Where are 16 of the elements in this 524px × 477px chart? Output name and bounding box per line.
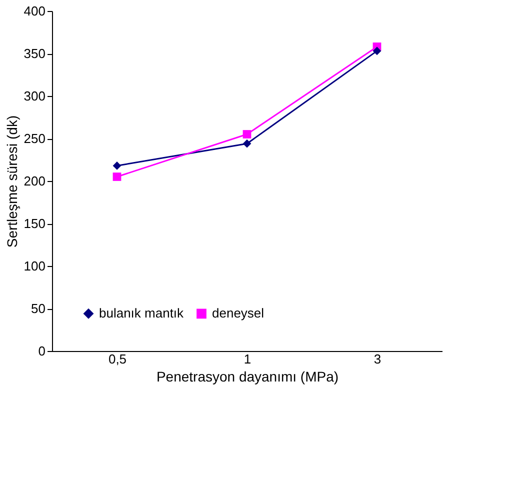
x-tick-label: 3 (374, 352, 382, 366)
y-tick-label: 200 (24, 174, 46, 188)
y-tick-label: 100 (24, 258, 46, 274)
x-tick-label: 0,5 (108, 352, 127, 366)
y-tick-label: 250 (24, 131, 46, 146)
legend-label: bulanık mantık (99, 306, 184, 321)
y-tick-label: 300 (24, 88, 46, 104)
y-tick-label: 350 (24, 46, 46, 61)
y-axis-title: Sertleşme süresi (dk) (4, 115, 20, 248)
y-tick-label: 50 (31, 301, 46, 316)
legend-label: deneysel (212, 306, 264, 321)
y-tick-label: 150 (24, 216, 46, 231)
y-tick-label: 400 (24, 4, 46, 18)
x-axis-title: Penetrasyon dayanımı (MPa) (156, 368, 339, 384)
y-tick-label: 0 (38, 344, 46, 358)
x-tick-label: 1 (244, 352, 252, 366)
